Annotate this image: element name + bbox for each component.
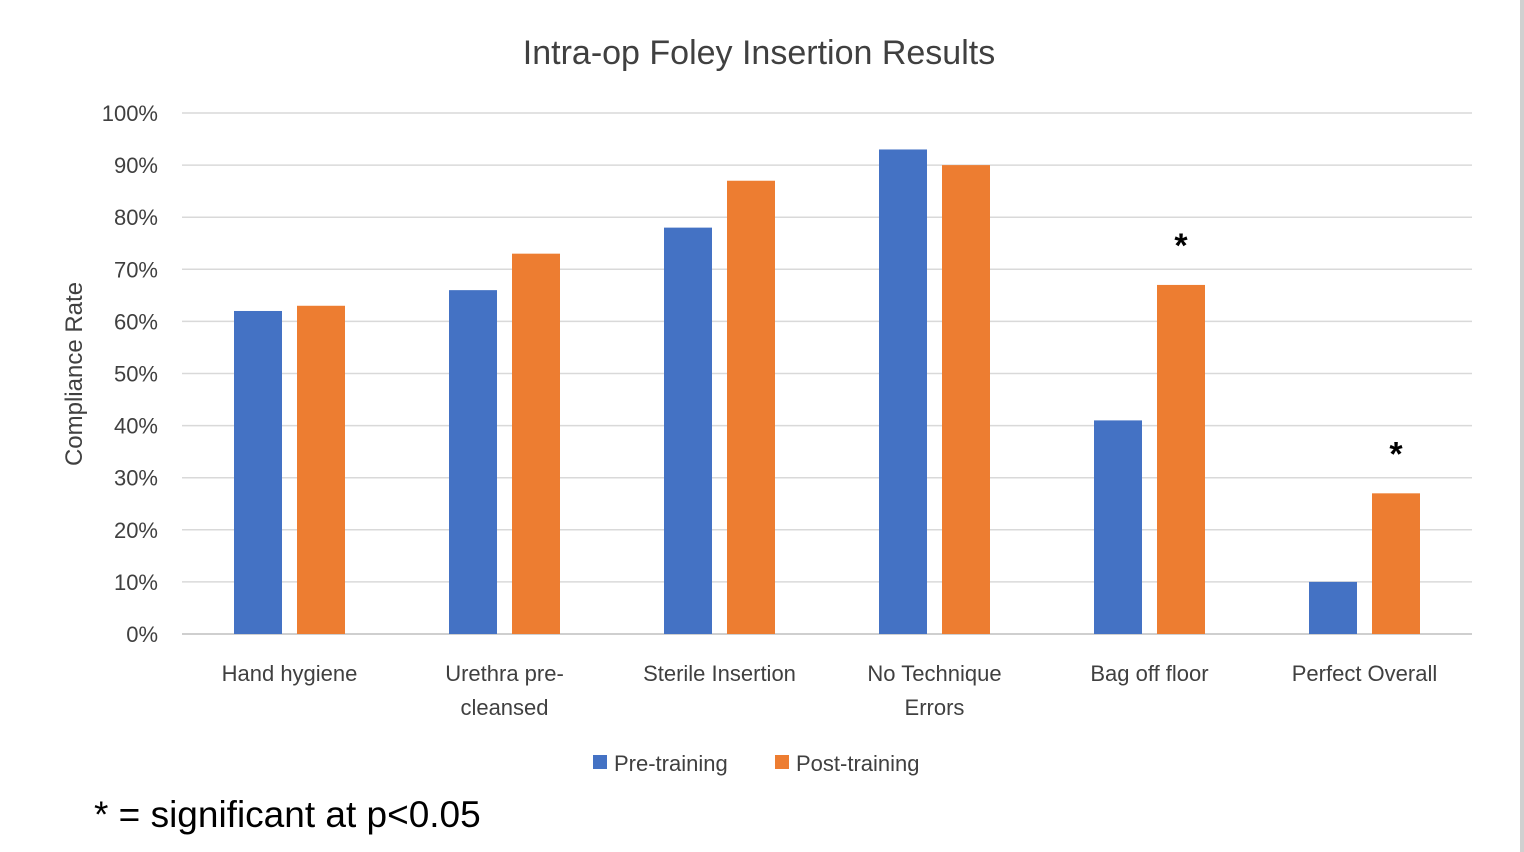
legend-label-post-training: Post-training <box>796 751 920 776</box>
x-tick-label: Sterile Insertion <box>643 661 796 686</box>
y-tick-label: 70% <box>114 257 158 282</box>
bar-post-training <box>297 305 345 634</box>
legend-label-pre-training: Pre-training <box>614 751 728 776</box>
bar-post-training <box>512 253 560 635</box>
bar-pre-training <box>234 310 282 634</box>
bar-post-training <box>942 165 990 634</box>
y-axis-label: Compliance Rate <box>61 282 88 466</box>
chart-title: Intra-op Foley Insertion Results <box>523 34 995 72</box>
right-border <box>1520 0 1524 852</box>
legend-swatch-pre-training <box>593 755 607 769</box>
bar-pre-training <box>449 290 497 634</box>
y-tick-label: 80% <box>114 205 158 230</box>
y-tick-label: 100% <box>102 101 158 126</box>
significance-marker: * <box>1389 435 1403 473</box>
y-tick-label: 10% <box>114 570 158 595</box>
significance-footnote: * = significant at p<0.05 <box>94 794 481 835</box>
y-tick-label: 30% <box>114 466 158 491</box>
y-tick-label: 20% <box>114 518 158 543</box>
x-tick-label: cleansed <box>460 695 548 720</box>
bar-pre-training <box>664 227 712 634</box>
bar-post-training <box>1157 284 1205 634</box>
significance-marker: * <box>1174 227 1188 265</box>
x-tick-label: Errors <box>905 695 965 720</box>
y-tick-label: 50% <box>114 362 158 387</box>
x-tick-label: Perfect Overall <box>1292 661 1438 686</box>
x-tick-label: Hand hygiene <box>222 661 358 686</box>
y-tick-label: 90% <box>114 153 158 178</box>
bar-post-training <box>1372 493 1420 634</box>
y-tick-label: 40% <box>114 414 158 439</box>
x-tick-label: Urethra pre- <box>445 661 564 686</box>
bar-pre-training <box>1094 420 1142 634</box>
legend-swatch-post-training <box>775 755 789 769</box>
bar-post-training <box>727 180 775 635</box>
y-tick-label: 0% <box>126 622 158 647</box>
x-tick-label: Bag off floor <box>1090 661 1208 686</box>
y-tick-label: 60% <box>114 309 158 334</box>
bar-pre-training <box>879 149 927 634</box>
bar-pre-training <box>1309 581 1357 634</box>
x-tick-label: No Technique <box>867 661 1001 686</box>
